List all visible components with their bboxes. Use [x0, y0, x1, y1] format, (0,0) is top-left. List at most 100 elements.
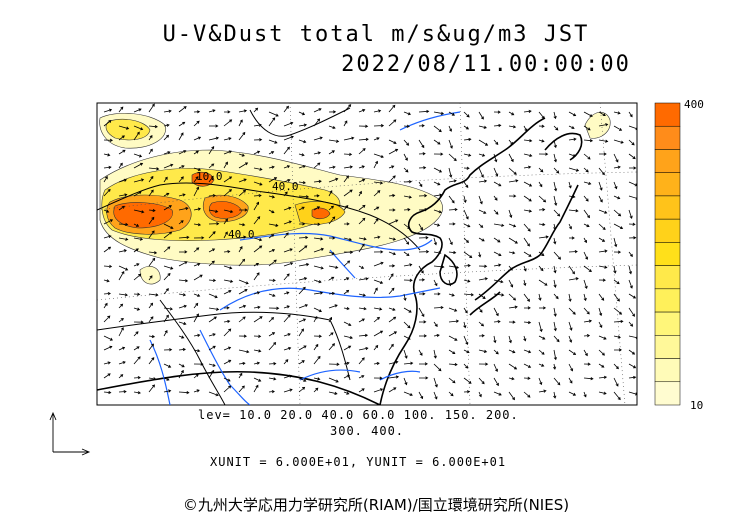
- wind-arrow: [133, 391, 141, 395]
- wind-arrow: [223, 110, 231, 114]
- wind-arrow: [613, 265, 617, 274]
- wind-arrow: [403, 167, 409, 173]
- wind-arrow: [238, 385, 245, 393]
- wind-arrow: [163, 109, 172, 113]
- colorbar-swatch: [654, 218, 681, 243]
- wind-arrow: [538, 335, 546, 340]
- wind-arrow: [508, 179, 519, 183]
- level-legend-line2: 300. 400.: [330, 424, 405, 438]
- wind-arrow: [238, 153, 245, 157]
- wind-arrow: [238, 131, 246, 141]
- wind-arrow: [118, 361, 126, 365]
- wind-arrow: [313, 355, 321, 365]
- wind-arrow: [613, 335, 621, 339]
- wind-arrow: [298, 123, 308, 127]
- wind-arrow: [613, 293, 620, 302]
- wind-arrow: [433, 265, 445, 269]
- map-content: [97, 103, 637, 405]
- wind-arrow: [208, 231, 216, 239]
- wind-arrow: [298, 206, 305, 211]
- wind-arrow: [118, 265, 129, 271]
- wind-arrow: [493, 279, 504, 284]
- wind-arrow: [478, 153, 486, 157]
- wind-arrow: [208, 333, 216, 337]
- wind-arrow: [118, 162, 123, 169]
- wind-arrow: [329, 236, 336, 240]
- wind-arrow: [373, 316, 380, 323]
- wind-arrow: [343, 222, 350, 226]
- wind-arrow: [178, 165, 185, 169]
- wind-arrow: [628, 349, 636, 355]
- wind-arrow: [253, 150, 261, 155]
- wind-arrow: [508, 139, 514, 146]
- wind-arrow: [163, 288, 169, 295]
- wind-arrow: [148, 189, 154, 197]
- wind-arrow: [569, 236, 575, 240]
- wind-arrow: [599, 152, 607, 156]
- wind-arrow: [178, 335, 185, 339]
- wind-arrow: [358, 388, 365, 393]
- wind-arrow: [523, 125, 528, 132]
- wind-arrow: [628, 195, 637, 200]
- wind-arrow: [583, 237, 587, 244]
- wind-arrow: [523, 320, 532, 325]
- wind-arrow: [598, 209, 608, 214]
- wind-arrow: [523, 306, 531, 310]
- wind-arrow: [508, 279, 514, 288]
- wind-arrow: [583, 181, 592, 185]
- wind-arrow: [328, 165, 336, 169]
- wind-arrow: [433, 111, 445, 115]
- wind-arrow: [118, 205, 126, 211]
- wind-arrow: [103, 291, 111, 296]
- wind-arrow: [238, 361, 246, 366]
- wind-arrow: [133, 125, 144, 131]
- wind-arrow: [493, 349, 499, 355]
- wind-arrow: [133, 273, 142, 281]
- wind-arrow: [478, 362, 489, 366]
- wind-arrow: [313, 108, 322, 113]
- wind-arrow: [328, 362, 340, 366]
- wind-arrow: [388, 331, 398, 337]
- wind-arrow: [433, 292, 441, 296]
- wind-arrow: [628, 236, 637, 240]
- wind-arrow: [328, 205, 334, 211]
- wind-arrow: [448, 391, 454, 397]
- wind-arrow: [163, 265, 174, 270]
- wind-arrow: [148, 377, 157, 381]
- wind-arrow: [388, 251, 397, 256]
- wind-arrow: [103, 302, 108, 309]
- wind-arrow: [223, 290, 232, 295]
- wind-arrow: [508, 153, 514, 163]
- wind-arrow: [538, 321, 543, 333]
- wind-arrow: [253, 237, 263, 242]
- colorbar-swatch: [654, 195, 681, 220]
- wind-arrow: [148, 384, 155, 393]
- wind-arrow: [358, 217, 366, 225]
- wind-arrow: [553, 111, 557, 120]
- wind-arrow: [613, 195, 621, 200]
- wind-arrow: [613, 307, 623, 315]
- wind-arrow: [358, 148, 366, 155]
- wind-arrow: [523, 391, 531, 398]
- wind-arrow: [133, 191, 142, 197]
- wind-arrow: [598, 293, 605, 301]
- wind-arrow: [238, 109, 248, 113]
- wind-arrow: [538, 363, 545, 367]
- wind-arrow: [613, 319, 624, 324]
- wind-arrow: [523, 165, 532, 169]
- wind-arrow: [313, 162, 321, 169]
- wind-arrow: [343, 374, 350, 379]
- wind-arrow: [373, 250, 384, 254]
- wind-arrow: [298, 286, 306, 295]
- wind-arrow: [613, 209, 622, 217]
- wind-arrow: [193, 263, 201, 267]
- wind-arrow: [343, 277, 350, 281]
- wind-arrow: [193, 150, 199, 155]
- wind-arrow: [208, 193, 216, 198]
- wind-arrow: [208, 136, 220, 141]
- wind-arrow: [463, 293, 474, 297]
- wind-arrow: [283, 206, 292, 211]
- wind-arrow: [133, 162, 144, 169]
- wind-arrow: [553, 125, 559, 131]
- wind-arrow: [553, 293, 559, 300]
